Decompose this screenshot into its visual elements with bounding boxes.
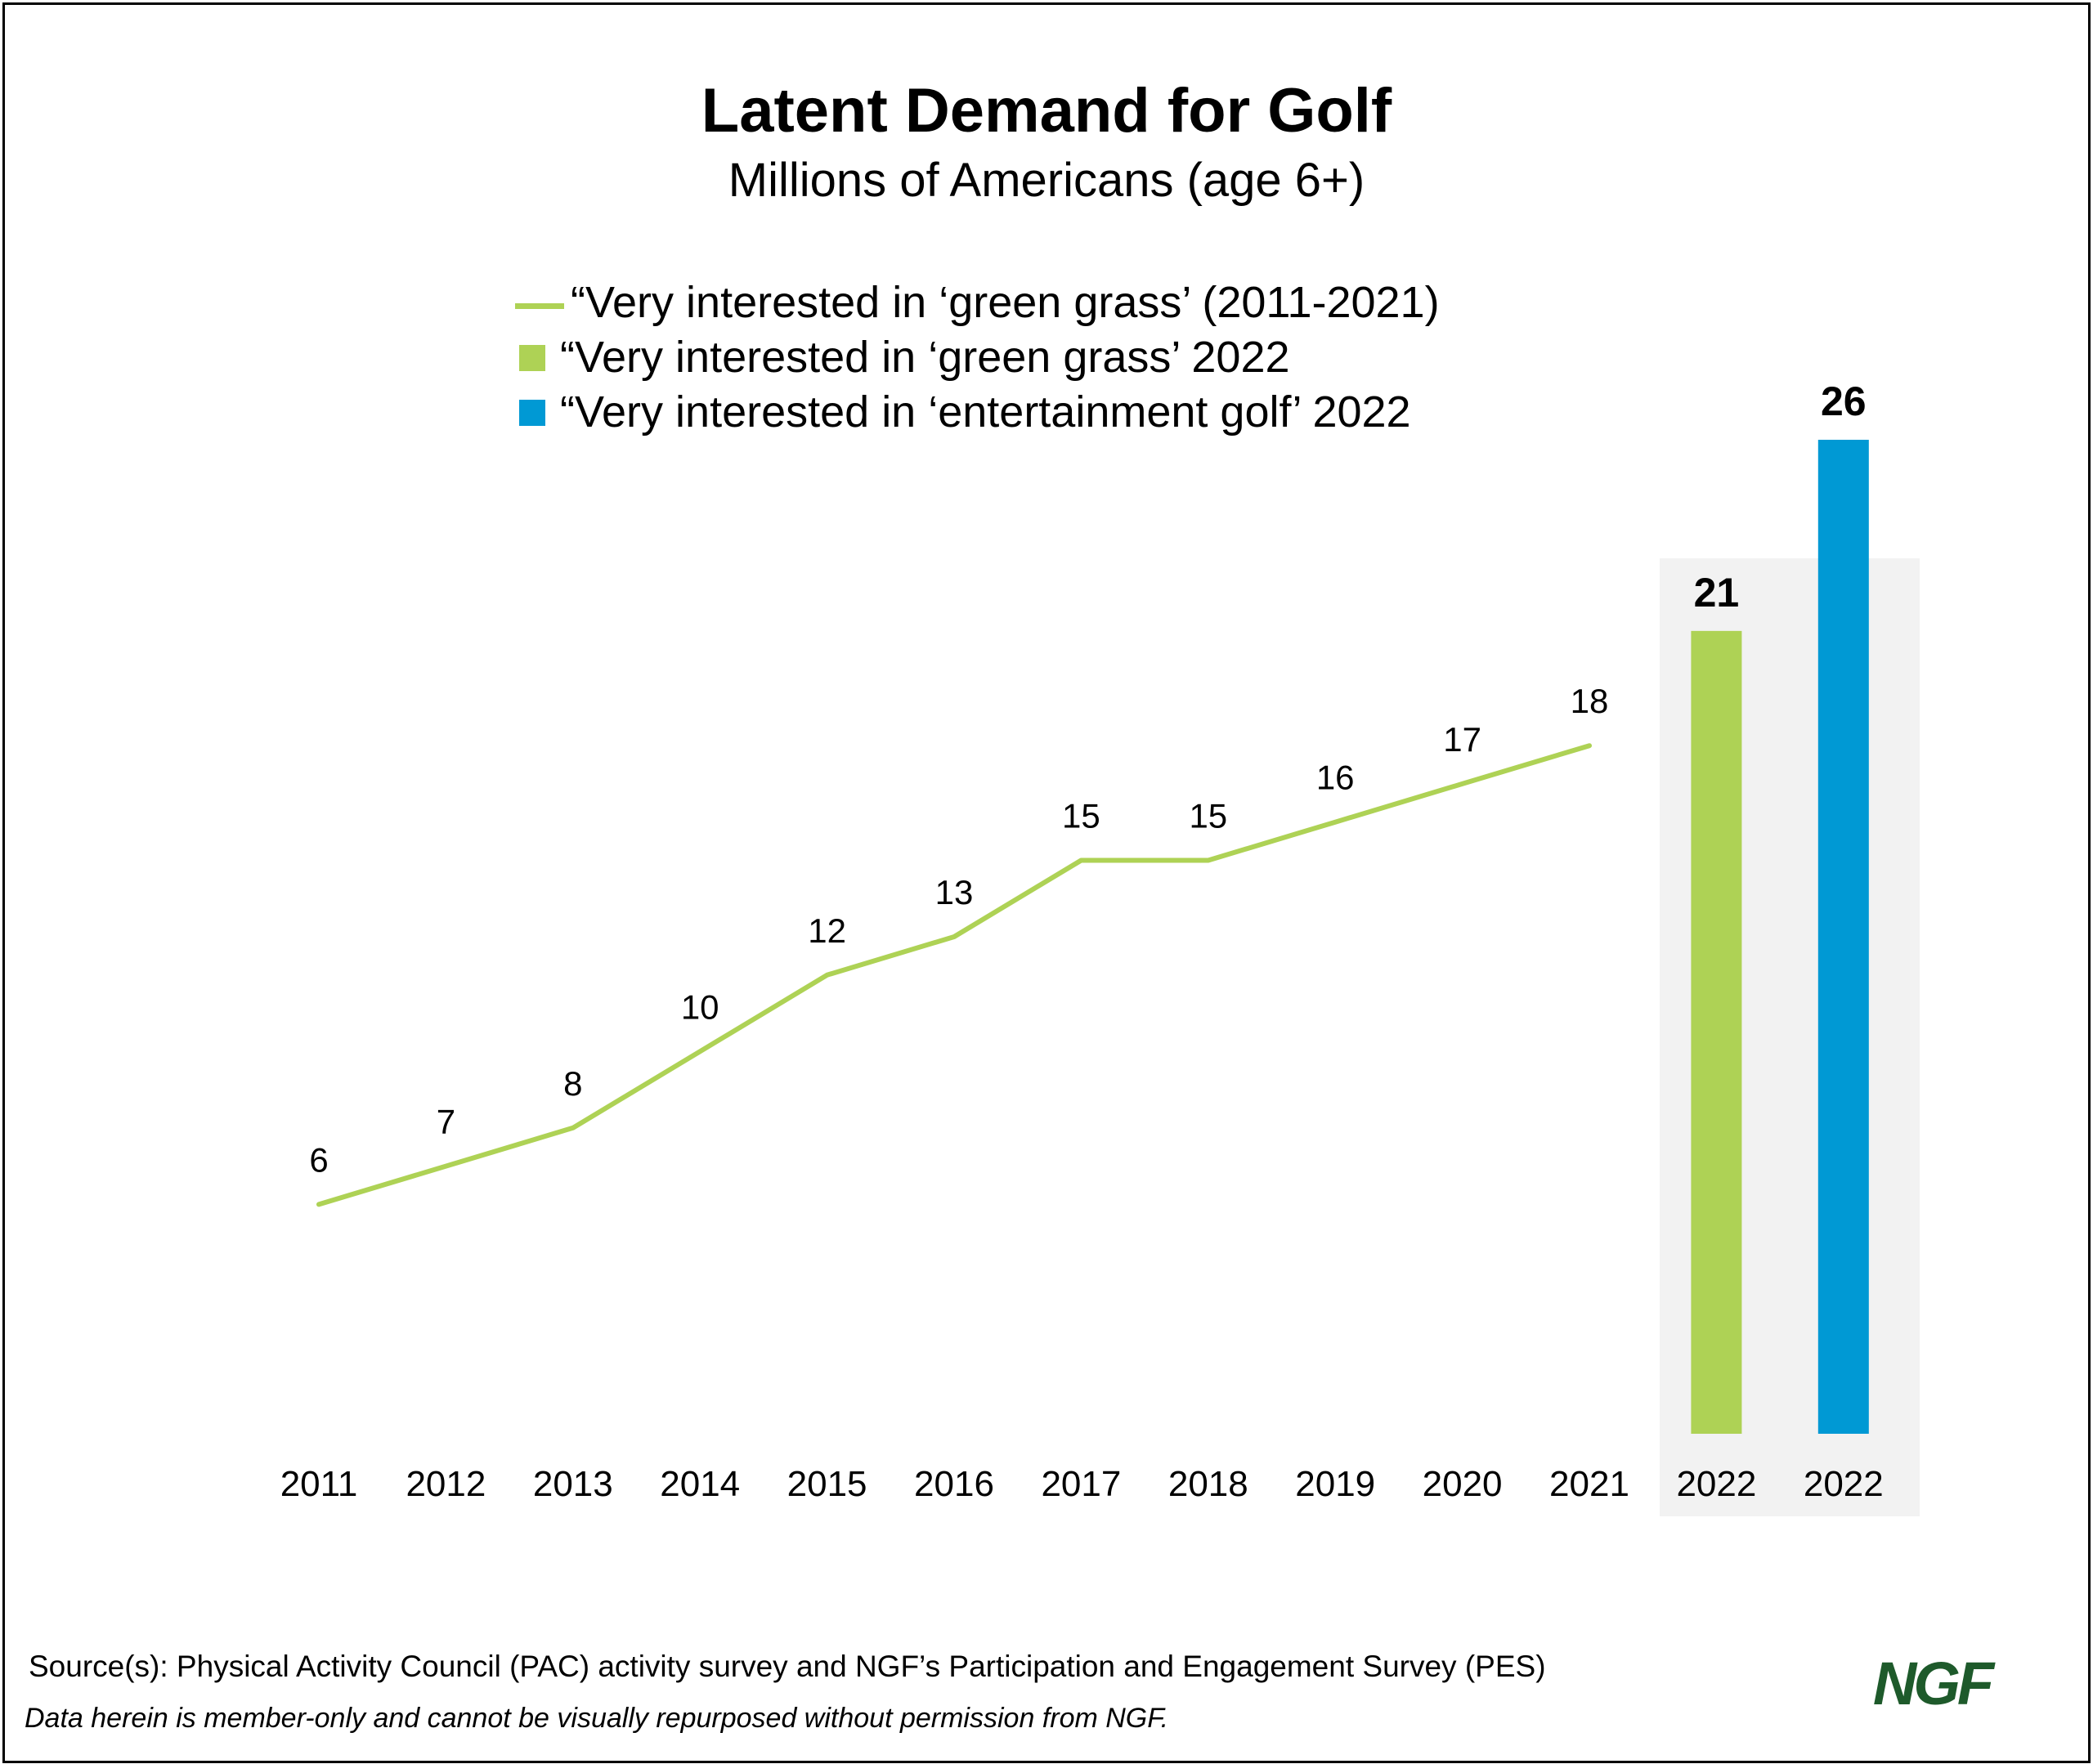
- data-label: 7: [437, 1103, 455, 1141]
- source-note: Source(s): Physical Activity Council (PA…: [29, 1650, 1546, 1683]
- series-line-green-grass: [316, 743, 1592, 1207]
- chart-subtitle: Millions of Americans (age 6+): [728, 154, 1365, 207]
- x-tick-label: 2016: [914, 1464, 994, 1504]
- data-label: 18: [1571, 682, 1609, 720]
- data-label: 10: [681, 987, 719, 1026]
- legend-box-swatch: [519, 345, 545, 371]
- bar-value-label: 26: [1821, 378, 1867, 424]
- legend-box-swatch: [519, 400, 545, 426]
- bar: [1817, 440, 1869, 1434]
- data-label: 16: [1316, 759, 1355, 797]
- x-tick-label: 2012: [406, 1464, 486, 1504]
- bar: [1691, 630, 1742, 1434]
- x-tick-label: 2022: [1804, 1464, 1884, 1504]
- x-tick-label: 2011: [280, 1464, 358, 1504]
- data-label: 17: [1443, 720, 1481, 759]
- disclaimer-note: Data herein is member-only and cannot be…: [25, 1703, 1169, 1734]
- x-tick-label: 2013: [533, 1464, 613, 1504]
- x-tick-label: 2015: [787, 1464, 867, 1504]
- data-label: 6: [309, 1140, 328, 1179]
- x-tick-label: 2019: [1295, 1464, 1375, 1504]
- data-label: 15: [1189, 796, 1227, 835]
- legend-line-swatch: [515, 303, 564, 309]
- legend-label: “Very interested in ‘green grass’ (2011-…: [571, 278, 1440, 327]
- data-label: 8: [563, 1064, 582, 1103]
- data-label: 15: [1062, 796, 1100, 835]
- bar-value-label: 21: [1694, 570, 1740, 616]
- x-tick-label: 2018: [1168, 1464, 1248, 1504]
- x-tick-label: 2020: [1423, 1464, 1503, 1504]
- ngf-logo: NGF: [1873, 1655, 1999, 1713]
- ngf-logo-text: NGF: [1873, 1655, 1996, 1713]
- x-tick-label: 2014: [660, 1464, 740, 1504]
- x-tick-label: 2017: [1041, 1464, 1121, 1504]
- legend-label: “Very interested in ‘green grass’ 2022: [560, 333, 1290, 382]
- legend-label: “Very interested in ‘entertainment golf’…: [560, 387, 1411, 437]
- chart-title: Latent Demand for Golf: [701, 76, 1392, 146]
- x-tick-label: 2021: [1549, 1464, 1629, 1504]
- x-tick-label: 2022: [1676, 1464, 1756, 1504]
- data-label: 12: [808, 911, 846, 950]
- data-label: 13: [935, 873, 974, 911]
